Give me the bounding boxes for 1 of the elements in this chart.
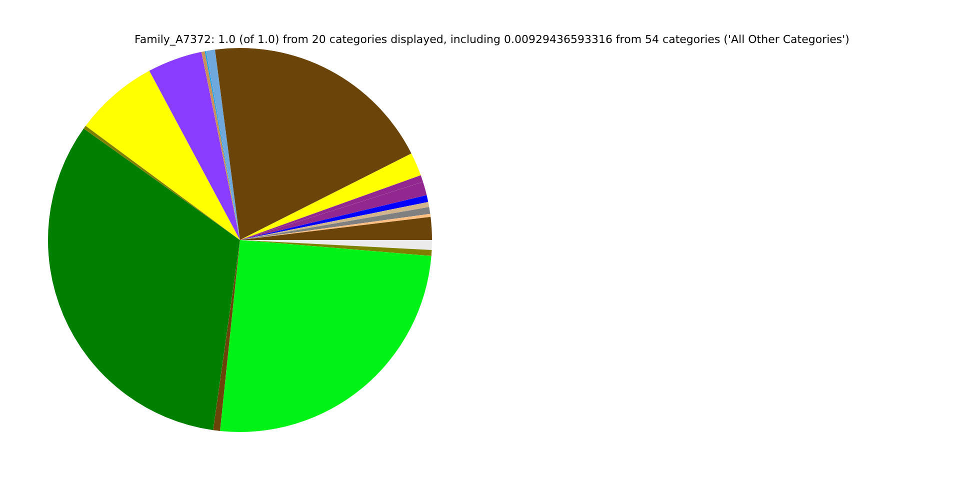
text: Family_A7372: 1.0 (of 1.0) from 20 categories displayed, including 0.00929436593316 from 54 categories ('All Other Categories') [134,32,850,46]
